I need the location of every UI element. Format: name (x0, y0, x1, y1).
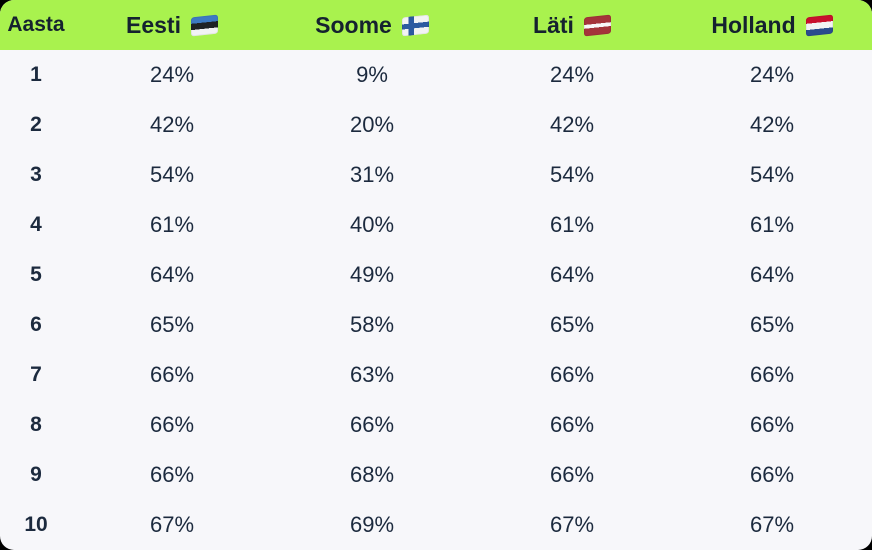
eesti-value-cell: 54% (149, 162, 195, 187)
lati-value-cell: 65% (549, 312, 595, 337)
table-row: 10 67% 69% 67% 67% (0, 500, 872, 550)
holland-value-cell: 66% (749, 362, 795, 387)
header-cell-eesti: Eesti (72, 12, 272, 39)
eesti-value-cell: 67% (149, 512, 195, 537)
year-cell: 10 (24, 513, 48, 536)
soome-value-cell: 31% (349, 162, 395, 187)
year-cell: 6 (30, 313, 42, 336)
holland-value-cell: 65% (749, 312, 795, 337)
eesti-value-cell: 64% (149, 262, 195, 287)
lati-value-cell: 67% (549, 512, 595, 537)
lati-value-cell: 66% (549, 412, 595, 437)
header-label-holland: Holland (711, 11, 796, 38)
lati-value-cell: 54% (549, 162, 595, 187)
soome-value-cell: 49% (349, 262, 395, 287)
year-cell: 2 (30, 113, 42, 136)
netherlands-flag-icon (805, 14, 833, 36)
eesti-value-cell: 61% (149, 212, 195, 237)
soome-value-cell: 20% (349, 112, 395, 137)
year-cell: 1 (30, 63, 42, 86)
eesti-value-cell: 66% (149, 462, 195, 487)
soome-value-cell: 9% (356, 62, 388, 87)
header-label-soome: Soome (315, 11, 392, 38)
soome-value-cell: 40% (349, 212, 395, 237)
table-row: 5 64% 49% 64% 64% (0, 250, 872, 300)
holland-value-cell: 64% (749, 262, 795, 287)
table-row: 4 61% 40% 61% 61% (0, 200, 872, 250)
header-cell-soome: Soome (272, 12, 472, 39)
soome-value-cell: 66% (349, 412, 395, 437)
header-cell-aasta: Aasta (0, 13, 72, 37)
eesti-value-cell: 65% (149, 312, 195, 337)
lati-value-cell: 61% (549, 212, 595, 237)
table-header-row: Aasta Eesti Soome Läti Holland (0, 0, 872, 50)
holland-value-cell: 61% (749, 212, 795, 237)
holland-value-cell: 54% (749, 162, 795, 187)
year-cell: 5 (30, 263, 42, 286)
table-body: 1 24% 9% 24% 24% 2 42% 20% 42% 42% 3 54%… (0, 50, 872, 550)
year-cell: 8 (30, 413, 42, 436)
header-cell-holland: Holland (672, 12, 872, 39)
lati-value-cell: 66% (549, 462, 595, 487)
table-row: 1 24% 9% 24% 24% (0, 50, 872, 100)
holland-value-cell: 24% (749, 62, 795, 87)
eesti-value-cell: 24% (149, 62, 195, 87)
table-row: 2 42% 20% 42% 42% (0, 100, 872, 150)
estonia-flag-icon (190, 14, 218, 36)
soome-value-cell: 58% (349, 312, 395, 337)
holland-value-cell: 67% (749, 512, 795, 537)
table-row: 8 66% 66% 66% 66% (0, 400, 872, 450)
soome-value-cell: 68% (349, 462, 395, 487)
table-row: 7 66% 63% 66% 66% (0, 350, 872, 400)
table-row: 3 54% 31% 54% 54% (0, 150, 872, 200)
header-label-lati: Läti (533, 11, 574, 38)
year-cell: 9 (30, 463, 42, 486)
eesti-value-cell: 66% (149, 412, 195, 437)
holland-value-cell: 66% (749, 462, 795, 487)
eesti-value-cell: 66% (149, 362, 195, 387)
latvia-flag-icon (583, 14, 611, 36)
header-label-eesti: Eesti (126, 11, 181, 38)
year-cell: 7 (30, 363, 42, 386)
lati-value-cell: 66% (549, 362, 595, 387)
soome-value-cell: 69% (349, 512, 395, 537)
finland-flag-icon (401, 14, 429, 36)
header-cell-lati: Läti (472, 12, 672, 39)
eesti-value-cell: 42% (149, 112, 195, 137)
header-label-aasta: Aasta (7, 13, 65, 36)
soome-value-cell: 63% (349, 362, 395, 387)
lati-value-cell: 24% (549, 62, 595, 87)
year-cell: 3 (30, 163, 42, 186)
holland-value-cell: 42% (749, 112, 795, 137)
holland-value-cell: 66% (749, 412, 795, 437)
lati-value-cell: 42% (549, 112, 595, 137)
table-row: 6 65% 58% 65% 65% (0, 300, 872, 350)
lati-value-cell: 64% (549, 262, 595, 287)
year-cell: 4 (30, 213, 42, 236)
table-row: 9 66% 68% 66% 66% (0, 450, 872, 500)
